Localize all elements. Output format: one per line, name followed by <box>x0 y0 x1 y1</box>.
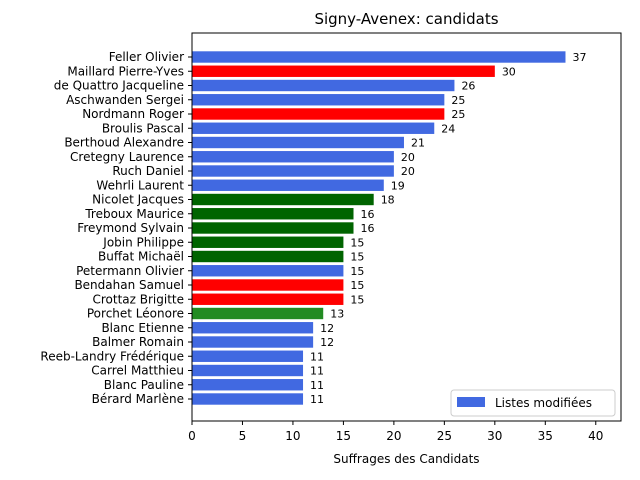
data-label: 11 <box>310 365 324 378</box>
bar <box>192 307 324 320</box>
chart-title: Signy-Avenex: candidats <box>314 10 498 28</box>
category-label: Freymond Sylvain <box>77 221 184 235</box>
category-label: Balmer Romain <box>92 335 184 349</box>
legend-box <box>450 389 616 417</box>
category-label: Bérard Marlène <box>92 392 184 406</box>
bar <box>192 179 384 191</box>
category-label: Porchet Léonore <box>87 307 184 321</box>
data-label: 15 <box>350 279 364 292</box>
bar <box>192 151 394 163</box>
x-tick-label: 10 <box>285 429 300 443</box>
bar <box>192 236 344 248</box>
data-label: 30 <box>502 65 516 78</box>
bar <box>192 222 354 234</box>
plot-frame <box>191 32 622 422</box>
data-label: 26 <box>461 80 475 93</box>
category-label: Ruch Daniel <box>112 164 184 178</box>
category-label: Broulis Pascal <box>102 121 184 135</box>
bar <box>192 79 455 92</box>
bar <box>192 208 354 220</box>
legend-label: Listes modifiées <box>495 396 592 410</box>
legend: Listes modifiées <box>450 389 616 417</box>
category-label: Berthoud Alexandre <box>64 136 184 150</box>
category-label: de Quattro Jacqueline <box>54 79 184 93</box>
category-label: Bendahan Samuel <box>74 278 184 292</box>
bar <box>192 250 344 263</box>
category-label: Carrel Matthieu <box>91 364 184 378</box>
data-label: 11 <box>310 350 324 363</box>
data-label: 37 <box>572 51 586 64</box>
category-label: Nordmann Roger <box>82 107 184 121</box>
category-label: Wehrli Laurent <box>96 178 184 192</box>
category-label: Crottaz Brigitte <box>92 292 184 306</box>
bar <box>192 293 344 305</box>
bar <box>192 279 344 291</box>
bar <box>192 136 404 149</box>
x-tick-label: 25 <box>437 429 452 443</box>
bar <box>192 94 445 106</box>
x-tick-label: 30 <box>487 429 502 443</box>
bar <box>192 165 394 177</box>
x-tick-label: 35 <box>538 429 553 443</box>
bar <box>192 393 304 405</box>
data-label: 20 <box>401 151 415 164</box>
data-label: 15 <box>350 251 364 264</box>
category-label: Treboux Maurice <box>84 207 184 221</box>
data-label: 11 <box>310 393 324 406</box>
category-label: Petermann Olivier <box>76 264 184 278</box>
data-label: 12 <box>320 336 334 349</box>
data-label: 24 <box>441 122 455 135</box>
data-label: 19 <box>391 179 405 192</box>
x-axis-ticks: 0 5 10 15 20 25 30 35 40 <box>188 421 603 443</box>
data-label: 25 <box>451 108 465 121</box>
bar <box>192 336 314 348</box>
bars-layer <box>192 51 566 405</box>
data-label: 16 <box>361 208 375 221</box>
bar <box>192 265 344 277</box>
bar <box>192 350 304 362</box>
value-labels: 3730262525242120201918161615151515151312… <box>310 51 586 406</box>
legend-swatch <box>457 397 485 407</box>
bar <box>192 65 495 77</box>
data-label: 20 <box>401 165 415 178</box>
bar <box>192 379 304 391</box>
bar <box>192 122 435 134</box>
data-label: 21 <box>411 137 425 150</box>
bar <box>192 108 445 120</box>
data-label: 15 <box>350 293 364 306</box>
category-label: Nicolet Jacques <box>92 193 184 207</box>
x-axis-label: Suffrages des Candidats <box>333 452 479 466</box>
data-label: 18 <box>381 194 395 207</box>
category-label: Buffat Michaël <box>98 250 184 264</box>
data-label: 12 <box>320 322 334 335</box>
bar <box>192 51 566 63</box>
bar <box>192 193 374 206</box>
x-tick-label: 40 <box>588 429 603 443</box>
category-label: Reeb-Landry Frédérique <box>40 349 184 363</box>
category-label: Blanc Pauline <box>104 378 184 392</box>
bar <box>192 364 304 377</box>
data-label: 25 <box>451 94 465 107</box>
bar <box>192 322 314 334</box>
data-label: 16 <box>361 222 375 235</box>
data-label: 11 <box>310 379 324 392</box>
category-label: Jobin Philippe <box>102 235 184 249</box>
data-label: 15 <box>350 236 364 249</box>
x-tick-label: 0 <box>188 429 196 443</box>
category-label: Aschwanden Sergei <box>66 93 184 107</box>
x-tick-label: 5 <box>239 429 247 443</box>
x-tick-label: 20 <box>386 429 401 443</box>
category-label: Feller Olivier <box>109 50 184 64</box>
data-label: 15 <box>350 265 364 278</box>
category-label: Blanc Etienne <box>101 321 184 335</box>
category-label: Cretegny Laurence <box>70 150 184 164</box>
category-label: Maillard Pierre-Yves <box>67 64 184 78</box>
x-tick-label: 15 <box>336 429 351 443</box>
data-label: 13 <box>330 308 344 321</box>
